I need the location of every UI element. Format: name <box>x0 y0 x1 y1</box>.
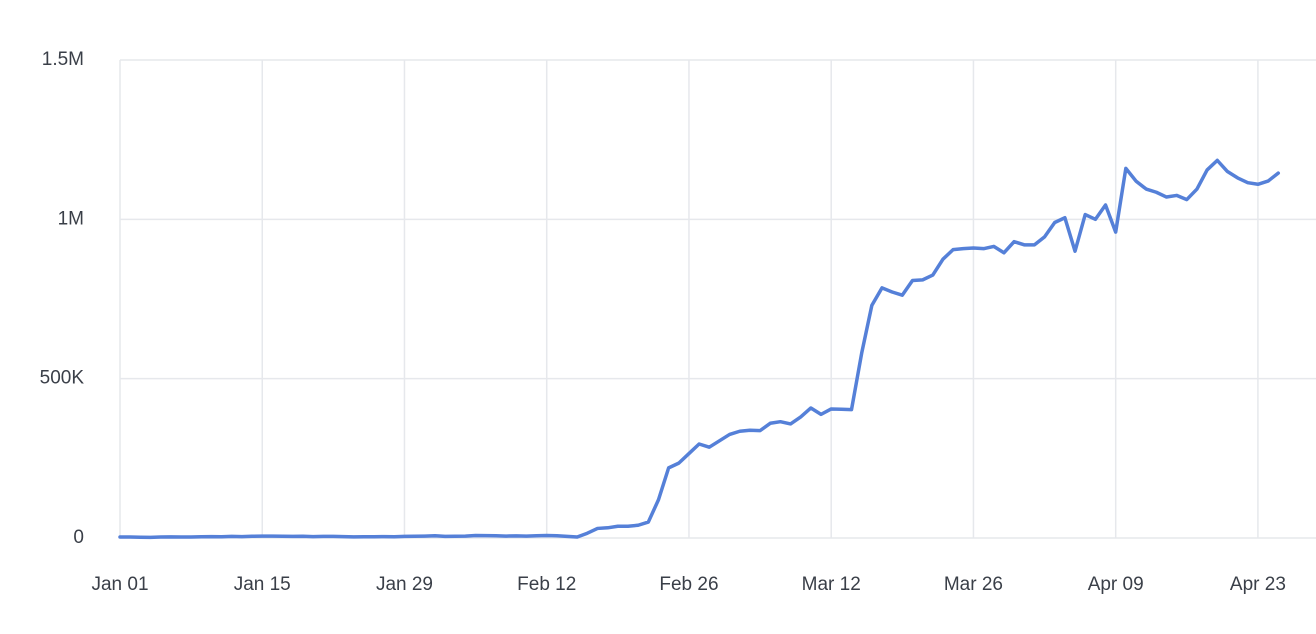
x-tick-label: Apr 23 <box>1230 574 1286 595</box>
data-line <box>118 158 1280 540</box>
x-tick-label: Mar 26 <box>944 574 1003 595</box>
x-tick-label: Apr 09 <box>1088 574 1144 595</box>
x-tick-label: Jan 29 <box>376 574 433 595</box>
x-tick-label: Jan 15 <box>234 574 291 595</box>
y-tick-label: 500K <box>40 368 85 389</box>
x-tick-label: Feb 12 <box>517 574 576 595</box>
y-tick-label: 0 <box>73 527 84 548</box>
y-tick-label: 1M <box>58 208 84 229</box>
y-tick-label: 1.5M <box>42 49 84 70</box>
x-tick-label: Jan 01 <box>91 574 148 595</box>
x-tick-label: Feb 26 <box>659 574 718 595</box>
x-tick-label: Mar 12 <box>802 574 861 595</box>
